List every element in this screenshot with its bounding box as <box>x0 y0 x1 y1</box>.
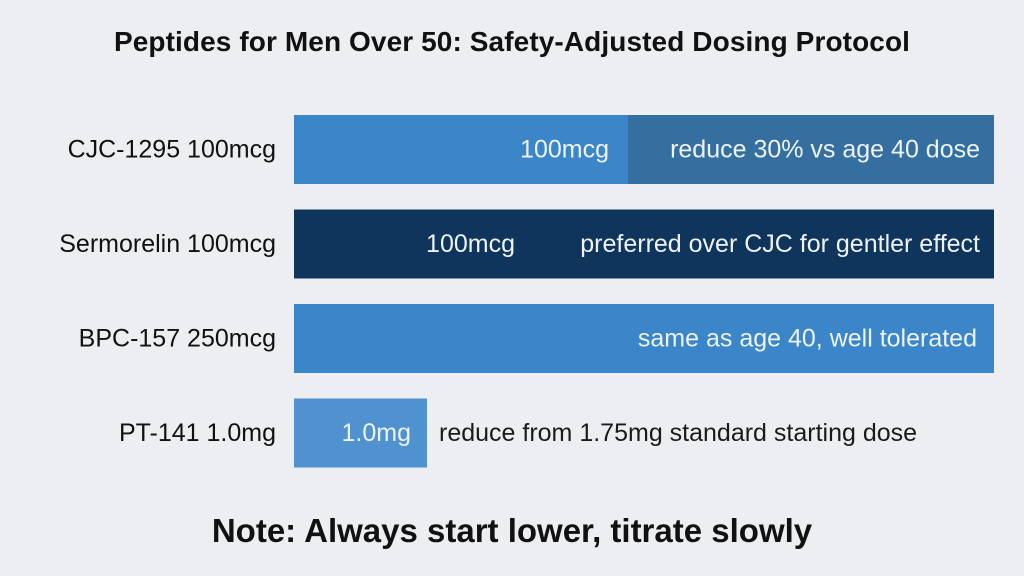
bar-row-2: Sermorelin 100mcg preferred over CJC for … <box>59 209 994 279</box>
bar-row-1: CJC-1295 100mcg reduce 30% vs age 40 dose… <box>68 115 994 184</box>
annotation-label: reduce 30% vs age 40 dose <box>670 136 980 164</box>
bar <box>294 304 994 373</box>
category-label: CJC-1295 100mcg <box>68 136 276 164</box>
value-label: 100mcg <box>520 136 609 164</box>
category-label: Sermorelin 100mcg <box>59 230 276 258</box>
annotation-label: preferred over CJC for gentler effect <box>580 230 980 258</box>
bar-row-3: BPC-157 250mcg same as age 40, well toler… <box>79 304 994 373</box>
bar-overlay-segment <box>627 115 994 184</box>
value-label: 1.0mg <box>342 419 411 447</box>
value-label: 100mcg <box>426 230 515 258</box>
chart-note: Note: Always start lower, titrate slowly <box>211 512 813 549</box>
annotation-label: reduce from 1.75mg standard starting dos… <box>439 419 917 447</box>
category-label: BPC-157 250mcg <box>79 325 276 353</box>
category-label: PT-141 1.0mg <box>119 419 276 447</box>
bar <box>294 398 427 468</box>
bar <box>294 209 994 279</box>
annotation-label: same as age 40, well tolerated <box>638 325 977 353</box>
bar-row-4: PT-141 1.0mg reduce from 1.75mg standard … <box>119 398 917 468</box>
chart-title: Peptides for Men Over 50: Safety-Adjuste… <box>113 26 911 57</box>
